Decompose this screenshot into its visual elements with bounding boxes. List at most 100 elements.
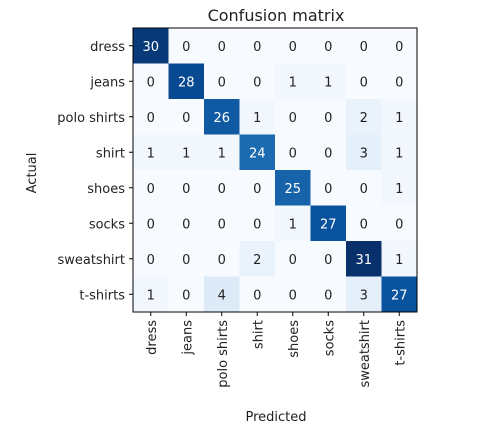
cell-value-label: 0 (182, 111, 190, 126)
cell-value-label: 0 (360, 182, 368, 197)
cell-value-label: 1 (395, 146, 403, 161)
cell-socks-jeans (168, 205, 205, 242)
cell-value-label: 2 (253, 253, 261, 268)
cell-t-shirts-t-shirts (381, 276, 418, 313)
cell-value-label: 0 (147, 217, 155, 232)
cell-value-label: 1 (218, 146, 226, 161)
cell-value-label: 2 (360, 111, 368, 126)
cell-sweatshirt-polo-shirts (204, 241, 240, 277)
x-tick-label: dress (145, 320, 160, 355)
cell-value-label: 30 (142, 40, 159, 55)
cell-value-label: 0 (147, 111, 155, 126)
y-tick-label: jeans (89, 75, 125, 90)
cell-value-label: 27 (391, 288, 408, 303)
cell-value-label: 0 (147, 75, 155, 90)
cell-value-label: 1 (253, 111, 261, 126)
cell-value-label: 0 (147, 182, 155, 197)
cell-value-label: 0 (253, 75, 261, 90)
cell-t-shirts-socks (310, 276, 347, 313)
cell-shirt-shirt (239, 134, 276, 171)
cell-dress-polo-shirts (204, 28, 240, 64)
cell-socks-shoes (275, 205, 311, 242)
cell-value-label: 3 (360, 288, 368, 303)
cell-dress-jeans (168, 28, 205, 64)
cell-value-label: 0 (395, 40, 403, 55)
cell-sweatshirt-shoes (275, 241, 311, 277)
cell-socks-t-shirts (381, 205, 418, 242)
cell-dress-sweatshirt (346, 28, 382, 64)
cell-value-label: 0 (289, 288, 297, 303)
cell-t-shirts-sweatshirt (346, 276, 382, 313)
cell-sweatshirt-shirt (239, 241, 276, 277)
cell-shirt-jeans (168, 134, 205, 171)
y-tick-label: polo shirts (57, 111, 125, 126)
cell-value-label: 0 (360, 217, 368, 232)
cell-value-label: 4 (218, 288, 226, 303)
cell-value-label: 3 (360, 146, 368, 161)
cell-jeans-shirt (239, 63, 276, 100)
cell-jeans-dress (133, 63, 169, 100)
cell-value-label: 0 (289, 40, 297, 55)
cell-value-label: 26 (213, 111, 230, 126)
y-tick-label: t-shirts (79, 288, 125, 303)
cell-value-label: 27 (320, 217, 337, 232)
cell-shirt-sweatshirt (346, 134, 382, 171)
heatmap-cells: 30 0 0 0 0 0 0 00 28 0 0 1 1 0 00 0 26 1 0 0 2 11 1 1 24 0 0 3 10 0 0 0… (133, 28, 418, 313)
cell-value-label: 0 (289, 146, 297, 161)
cell-dress-shirt (239, 28, 276, 64)
cell-shoes-polo-shirts (204, 170, 240, 206)
cell-dress-t-shirts (381, 28, 418, 64)
cell-shoes-shirt (239, 170, 276, 206)
cell-polo-shirts-shirt (239, 99, 276, 135)
cell-polo-shirts-polo-shirts (204, 99, 240, 135)
cell-socks-polo-shirts (204, 205, 240, 242)
cell-dress-shoes (275, 28, 311, 64)
cell-shirt-polo-shirts (204, 134, 240, 171)
cell-value-label: 0 (253, 217, 261, 232)
cell-socks-socks (310, 205, 347, 242)
plot-frame (132, 27, 418, 313)
cell-value-label: 0 (324, 40, 332, 55)
cell-shirt-dress (133, 134, 169, 171)
cell-shirt-socks (310, 134, 347, 171)
cell-jeans-jeans (168, 63, 205, 100)
cell-value-label: 0 (147, 253, 155, 268)
cell-jeans-sweatshirt (346, 63, 382, 100)
cell-value-label: 1 (147, 288, 155, 303)
cell-polo-shirts-t-shirts (381, 99, 418, 135)
cell-shoes-jeans (168, 170, 205, 206)
y-axis-ticks: dress jeans polo shirts shirt shoes socks swea… (57, 40, 133, 303)
cell-value-label: 0 (218, 40, 226, 55)
cell-value-label: 0 (218, 182, 226, 197)
cell-sweatshirt-socks (310, 241, 347, 277)
x-axis-label: Predicted (245, 410, 306, 425)
cell-jeans-socks (310, 63, 347, 100)
chart-title: Confusion matrix (208, 6, 345, 25)
cell-sweatshirt-dress (133, 241, 169, 277)
x-axis-ticks: dress jeans polo shirts shirt shoes socks swea… (145, 312, 408, 388)
x-tick-label: shoes (287, 320, 302, 358)
cell-value-label: 0 (182, 253, 190, 268)
cell-value-label: 1 (395, 253, 403, 268)
cell-value-label: 0 (324, 288, 332, 303)
cell-polo-shirts-shoes (275, 99, 311, 135)
cell-value-label: 0 (182, 217, 190, 232)
cell-polo-shirts-dress (133, 99, 169, 135)
cell-t-shirts-dress (133, 276, 169, 313)
cell-value-label: 1 (182, 146, 190, 161)
cell-polo-shirts-jeans (168, 99, 205, 135)
cell-value-label: 0 (324, 253, 332, 268)
cell-dress-socks (310, 28, 347, 64)
y-tick-label: shoes (87, 182, 125, 197)
cell-value-label: 0 (218, 75, 226, 90)
cell-value-label: 1 (147, 146, 155, 161)
cell-socks-shirt (239, 205, 276, 242)
cell-value-label: 0 (253, 182, 261, 197)
cell-value-label: 1 (289, 217, 297, 232)
cell-shoes-socks (310, 170, 347, 206)
y-tick-label: dress (90, 40, 125, 55)
cell-polo-shirts-socks (310, 99, 347, 135)
cell-value-label: 25 (284, 182, 301, 197)
cell-jeans-t-shirts (381, 63, 418, 100)
